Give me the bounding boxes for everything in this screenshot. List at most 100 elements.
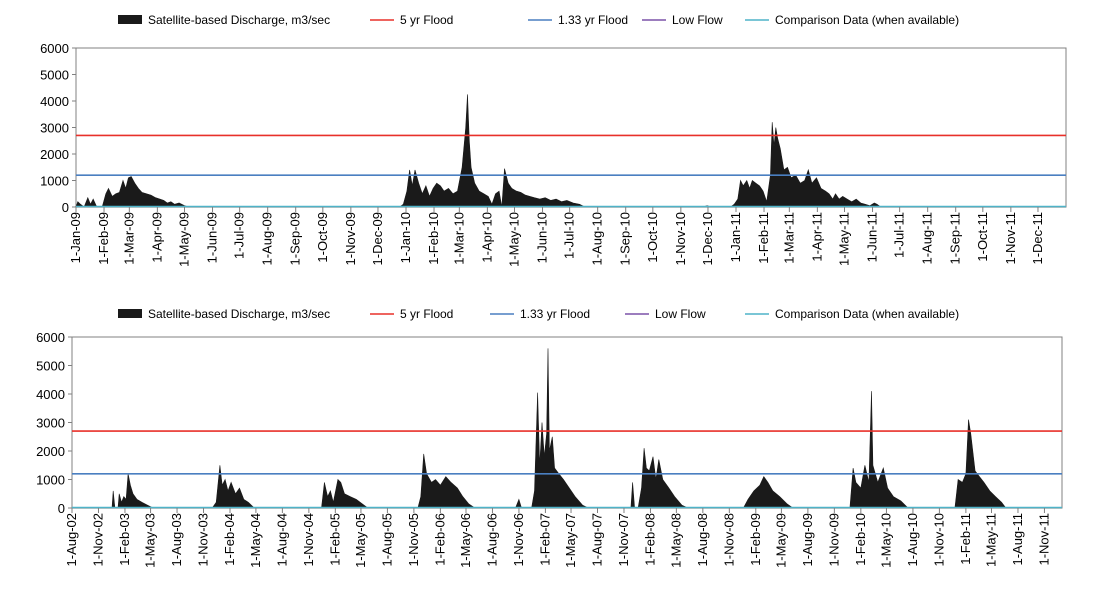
y-tick-label: 3000 [36, 416, 65, 431]
x-tick-label: 1-Feb-04 [222, 513, 237, 566]
x-tick-label: 1-Jan-09 [68, 212, 83, 263]
x-tick-label: 1-Aug-03 [169, 513, 184, 566]
y-tick-label: 0 [62, 200, 69, 215]
x-tick-label: 1-Aug-04 [274, 513, 289, 566]
y-tick-label: 4000 [40, 94, 69, 109]
x-tick-label: 1-Nov-04 [301, 513, 316, 566]
x-tick-label: 1-Oct-09 [315, 212, 330, 263]
legend-label: 5 yr Flood [400, 307, 453, 321]
y-tick-label: 6000 [36, 330, 65, 345]
x-tick-label: 1-Jun-10 [535, 212, 550, 263]
x-tick-label: 1-Oct-10 [645, 212, 660, 263]
x-tick-label: 1-Feb-10 [426, 212, 441, 265]
x-tick-label: 1-May-11 [836, 212, 851, 266]
discharge-area [72, 348, 1062, 509]
x-tick-label: 1-Nov-05 [406, 513, 421, 566]
x-tick-label: 1-Sep-11 [948, 212, 963, 265]
legend-label: Comparison Data (when available) [775, 307, 959, 321]
legend-label: 5 yr Flood [400, 13, 453, 27]
x-tick-label: 1-Jan-11 [728, 212, 743, 262]
x-tick-label: 1-Nov-10 [673, 212, 688, 265]
x-tick-label: 1-Feb-08 [642, 513, 657, 566]
x-tick-label: 1-May-09 [773, 513, 788, 568]
x-tick-label: 1-May-09 [176, 212, 191, 267]
x-tick-label: 1-Oct-11 [975, 212, 990, 262]
x-tick-label: 1-Feb-09 [748, 513, 763, 566]
x-tick-label: 1-Mar-11 [781, 212, 796, 264]
x-tick-label: 1-Sep-09 [288, 212, 303, 265]
x-tick-label: 1-Nov-06 [511, 513, 526, 566]
y-tick-label: 2000 [40, 147, 69, 162]
x-tick-label: 1-Mar-09 [121, 212, 136, 265]
legend-label: Low Flow [672, 13, 723, 27]
x-tick-label: 1-Aug-02 [64, 513, 79, 566]
x-tick-label: 1-May-05 [353, 513, 368, 568]
x-tick-label: 1-Dec-11 [1030, 212, 1045, 265]
y-tick-label: 1000 [40, 174, 69, 189]
y-tick-label: 4000 [36, 387, 65, 402]
x-tick-label: 1-Nov-08 [721, 513, 736, 566]
x-tick-label: 1-May-08 [668, 513, 683, 568]
x-tick-label: 1-Nov-10 [931, 513, 946, 566]
y-tick-label: 1000 [36, 473, 65, 488]
x-tick-label: 1-Feb-07 [537, 513, 552, 566]
x-tick-label: 1-Apr-10 [479, 212, 494, 263]
x-tick-label: 1-Apr-09 [149, 212, 164, 263]
x-tick-label: 1-May-07 [563, 513, 578, 568]
legend-label: Satellite-based Discharge, m3/sec [148, 13, 330, 27]
x-tick-label: 1-Aug-07 [590, 513, 605, 566]
x-tick-label: 1-Apr-11 [809, 212, 824, 262]
legend-swatch-area [118, 15, 142, 24]
plot-area [75, 47, 1067, 208]
x-tick-label: 1-Sep-10 [618, 212, 633, 265]
x-tick-label: 1-Jun-09 [205, 212, 220, 263]
discharge-area [75, 94, 1066, 208]
x-tick-label: 1-Aug-11 [1010, 513, 1025, 566]
x-tick-label: 1-Aug-10 [905, 513, 920, 566]
x-tick-label: 1-May-04 [248, 513, 263, 568]
x-tick-label: 1-Feb-11 [756, 212, 771, 264]
x-tick-label: 1-Dec-10 [700, 212, 715, 265]
x-tick-label: 1-Aug-08 [695, 513, 710, 566]
x-tick-label: 1-Aug-09 [260, 212, 275, 265]
x-tick-label: 1-Jan-10 [398, 212, 413, 263]
x-tick-label: 1-Mar-10 [451, 212, 466, 265]
x-tick-label: 1-May-10 [878, 513, 893, 568]
x-tick-label: 1-Nov-07 [616, 513, 631, 566]
x-tick-label: 1-May-03 [143, 513, 158, 568]
x-tick-label: 1-Nov-02 [90, 513, 105, 566]
x-tick-label: 1-May-06 [458, 513, 473, 568]
x-tick-label: 1-Aug-05 [379, 513, 394, 566]
x-tick-label: 1-Aug-10 [590, 212, 605, 265]
y-tick-label: 6000 [40, 41, 69, 56]
y-tick-label: 5000 [40, 68, 69, 83]
legend-label: 1.33 yr Flood [558, 13, 628, 27]
x-tick-label: 1-Jun-11 [865, 212, 880, 262]
x-tick-label: 1-Nov-03 [196, 513, 211, 566]
legend-label: Low Flow [655, 307, 706, 321]
x-tick-label: 1-Nov-09 [826, 513, 841, 566]
x-tick-label: 1-Aug-11 [920, 212, 935, 265]
legend-label: Satellite-based Discharge, m3/sec [148, 307, 330, 321]
x-tick-label: 1-Feb-10 [853, 513, 868, 566]
x-tick-label: 1-Feb-09 [96, 212, 111, 265]
legend-label: Comparison Data (when available) [775, 13, 959, 27]
x-tick-label: 1-Feb-05 [327, 513, 342, 566]
x-tick-label: 1-Feb-03 [117, 513, 132, 566]
legend-label: 1.33 yr Flood [520, 307, 590, 321]
x-tick-label: 1-Jul-09 [232, 212, 247, 259]
x-tick-label: 1-Feb-06 [432, 513, 447, 566]
legend-swatch-area [118, 309, 142, 318]
x-tick-label: 1-Aug-06 [484, 513, 499, 566]
y-tick-label: 5000 [36, 359, 65, 374]
x-tick-label: 1-Jul-10 [562, 212, 577, 259]
x-tick-label: 1-Aug-09 [800, 513, 815, 566]
x-tick-label: 1-Nov-09 [343, 212, 358, 265]
chart-1: Satellite-based Discharge, m3/sec 5 yr Fl… [40, 13, 1067, 267]
chart-2: Satellite-based Discharge, m3/sec 5 yr Fl… [36, 307, 1063, 568]
y-tick-label: 0 [58, 501, 65, 516]
x-tick-label: 1-Nov-11 [1003, 212, 1018, 265]
x-tick-label: 1-Feb-11 [958, 513, 973, 565]
y-tick-label: 2000 [36, 444, 65, 459]
